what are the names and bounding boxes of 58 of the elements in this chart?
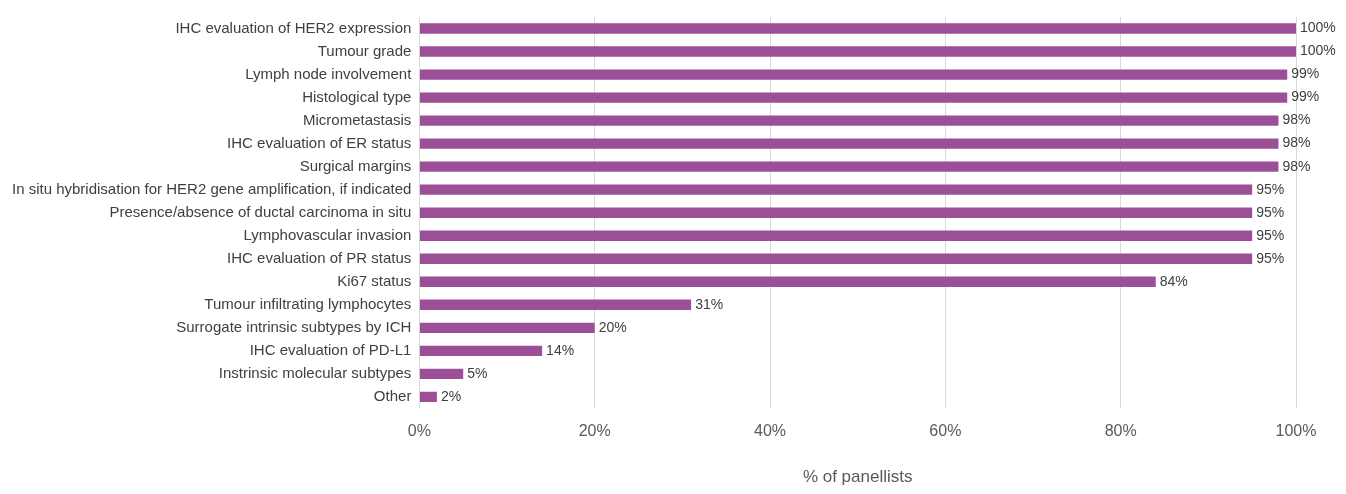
y-tick-label: Surgical margins bbox=[299, 156, 412, 174]
bar bbox=[419, 276, 1156, 287]
y-tick-label: Micrometastasis bbox=[303, 110, 412, 128]
bar bbox=[419, 322, 595, 333]
bar bbox=[419, 69, 1288, 80]
y-tick-label: Other bbox=[373, 387, 412, 405]
data-label: 14% bbox=[546, 341, 575, 358]
bar bbox=[419, 391, 437, 403]
y-tick-label: In situ hybridisation for HER2 gene amplification, if indicated bbox=[12, 179, 412, 197]
y-tick-label: Tumour infiltrating lymphocytes bbox=[204, 294, 412, 312]
y-tick-label: IHC evaluation of ER status bbox=[227, 133, 412, 151]
bar bbox=[419, 207, 1253, 218]
y-tick-label: Surrogate intrinsic subtypes by ICH bbox=[176, 317, 412, 335]
data-label: 84% bbox=[1159, 272, 1188, 289]
y-tick-label: Instrinsic molecular subtypes bbox=[218, 364, 412, 382]
data-label: 99% bbox=[1291, 88, 1320, 105]
bar bbox=[419, 161, 1279, 172]
bar bbox=[419, 23, 1296, 34]
data-label: 98% bbox=[1282, 157, 1311, 174]
y-tick-label: IHC evaluation of HER2 expression bbox=[175, 18, 412, 36]
data-label: 100% bbox=[1300, 19, 1336, 36]
y-tick-label: Ki67 status bbox=[337, 271, 412, 289]
bar bbox=[419, 345, 543, 357]
y-tick-label: Lymphovascular invasion bbox=[243, 225, 412, 243]
data-label: 95% bbox=[1256, 249, 1285, 266]
data-label: 31% bbox=[695, 295, 724, 312]
bar bbox=[419, 184, 1253, 195]
data-label: 99% bbox=[1291, 65, 1320, 82]
x-axis-title: % of panellists bbox=[802, 467, 913, 487]
data-label: 95% bbox=[1256, 226, 1285, 243]
data-label: 98% bbox=[1282, 111, 1311, 128]
x-tick-label: 100% bbox=[1275, 422, 1317, 440]
data-label: 95% bbox=[1256, 180, 1285, 197]
y-tick-label: Tumour grade bbox=[317, 41, 412, 59]
data-label: 20% bbox=[598, 318, 627, 335]
y-tick-label: IHC evaluation of PD-L1 bbox=[249, 340, 412, 358]
x-tick-label: 80% bbox=[1104, 422, 1137, 440]
bar bbox=[419, 46, 1296, 57]
x-tick-label: 40% bbox=[754, 422, 787, 440]
data-label: 5% bbox=[467, 364, 488, 381]
x-tick-label: 0% bbox=[407, 422, 431, 440]
y-tick-label: Presence/absence of ductal carcinoma in situ bbox=[109, 202, 412, 220]
y-tick-label: Histological type bbox=[302, 87, 412, 105]
data-label: 2% bbox=[440, 387, 462, 404]
bar bbox=[419, 368, 464, 380]
y-tick-label: IHC evaluation of PR status bbox=[227, 248, 412, 266]
bar bbox=[419, 230, 1253, 241]
bar bbox=[419, 92, 1288, 103]
data-label: 98% bbox=[1282, 134, 1311, 151]
bar bbox=[419, 138, 1279, 149]
bar bbox=[419, 115, 1279, 126]
bar bbox=[419, 253, 1253, 264]
bar bbox=[419, 299, 692, 310]
data-label: 95% bbox=[1256, 203, 1285, 220]
data-label: 100% bbox=[1300, 42, 1336, 59]
x-tick-label: 20% bbox=[578, 422, 611, 440]
y-tick-label: Lymph node involvement bbox=[245, 64, 413, 82]
x-tick-label: 60% bbox=[929, 422, 962, 440]
